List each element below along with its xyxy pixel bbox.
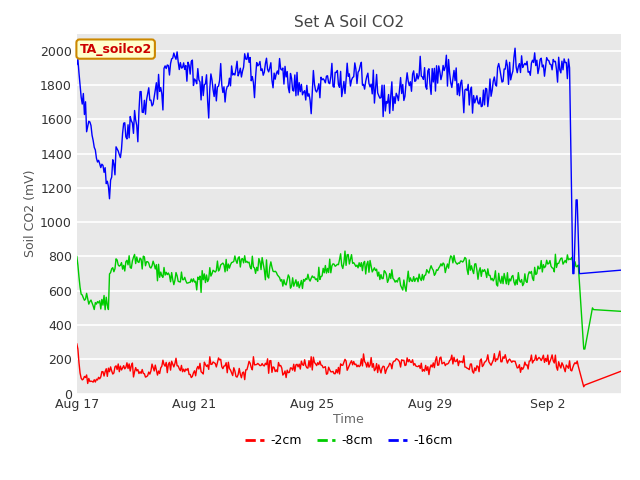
X-axis label: Time: Time xyxy=(333,413,364,426)
Y-axis label: Soil CO2 (mV): Soil CO2 (mV) xyxy=(24,170,37,257)
Text: TA_soilco2: TA_soilco2 xyxy=(79,43,152,56)
Legend: -2cm, -8cm, -16cm: -2cm, -8cm, -16cm xyxy=(240,429,458,452)
Title: Set A Soil CO2: Set A Soil CO2 xyxy=(294,15,404,30)
